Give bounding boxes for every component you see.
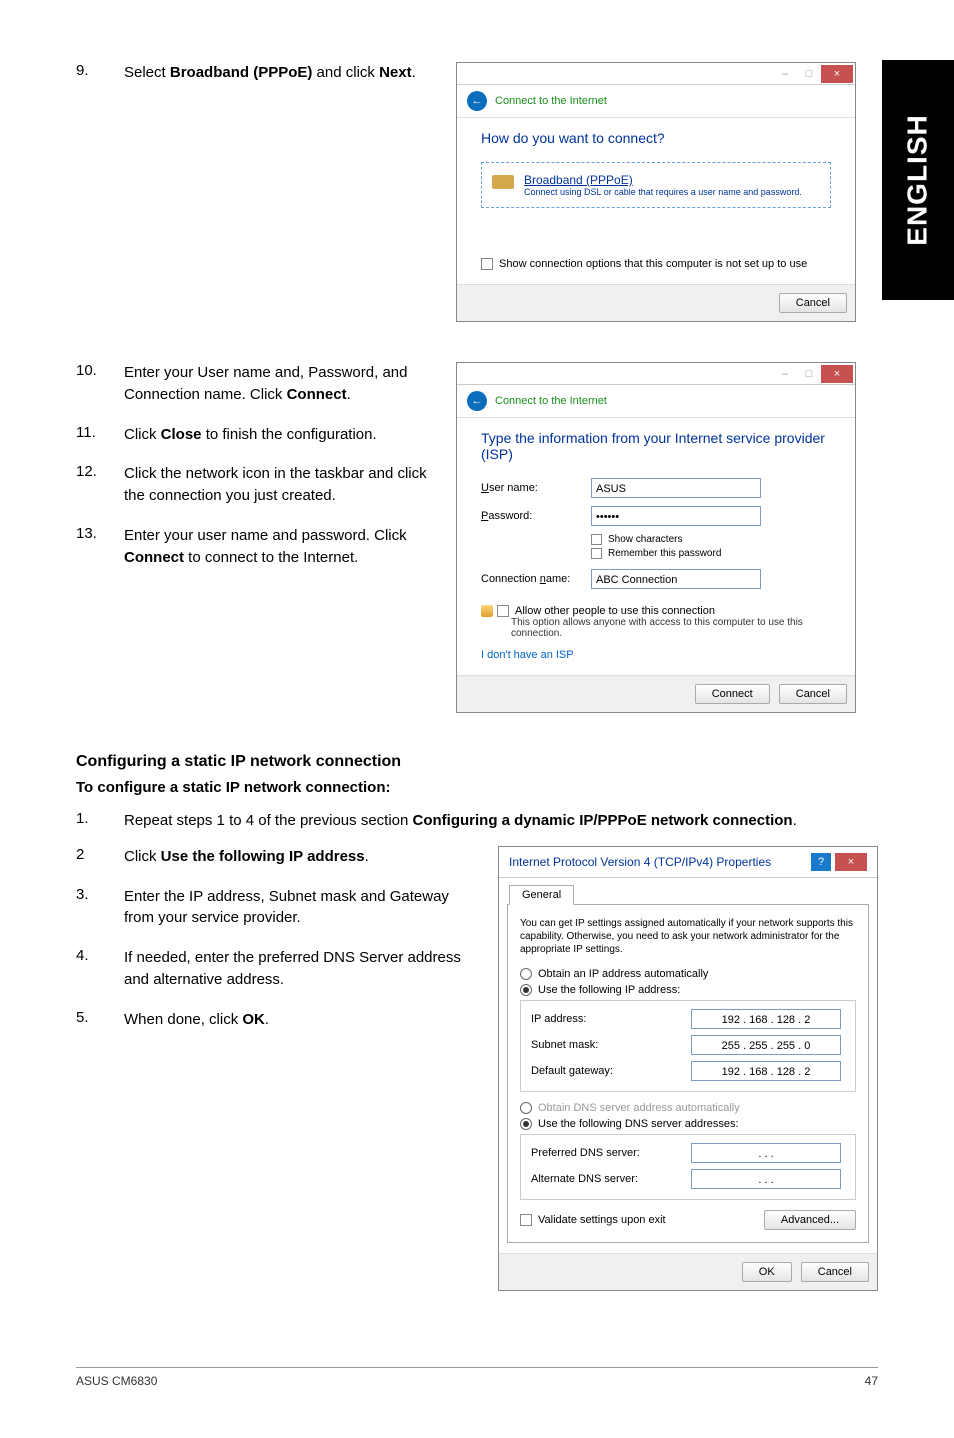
subnet-mask-label: Subnet mask:: [531, 1039, 691, 1051]
help-button[interactable]: ?: [811, 853, 831, 871]
preferred-dns-input[interactable]: . . .: [691, 1143, 841, 1163]
cancel-button[interactable]: Cancel: [779, 293, 847, 313]
connection-name-label: Connection name:: [481, 573, 591, 585]
step-9: 9. Select Broadband (PPPoE) and click Ne…: [76, 62, 438, 84]
validate-checkbox[interactable]: Validate settings upon exit: [520, 1214, 666, 1226]
ip-address-input[interactable]: 192 . 168 . 128 . 2: [691, 1009, 841, 1029]
footer-product: ASUS CM6830: [76, 1374, 157, 1388]
username-input[interactable]: ASUS: [591, 478, 761, 498]
obtain-dns-auto-radio: Obtain DNS server address automatically: [520, 1102, 856, 1114]
step-12: 12. Click the network icon in the taskba…: [76, 463, 438, 507]
step-10: 10. Enter your User name and, Password, …: [76, 362, 438, 406]
advanced-button[interactable]: Advanced...: [764, 1210, 856, 1230]
step-c4: 4. If needed, enter the preferred DNS Se…: [76, 947, 478, 991]
cancel-button[interactable]: Cancel: [801, 1262, 869, 1282]
ok-button[interactable]: OK: [742, 1262, 792, 1282]
close-button[interactable]: ×: [821, 365, 853, 383]
step-text: Select Broadband (PPPoE) and click Next.: [124, 62, 416, 84]
gateway-input[interactable]: 192 . 168 . 128 . 2: [691, 1061, 841, 1081]
remember-checkbox[interactable]: Remember this password: [591, 548, 831, 559]
maximize-button[interactable]: □: [797, 65, 821, 83]
dialog-title: How do you want to connect?: [481, 130, 831, 146]
show-chars-checkbox[interactable]: Show characters: [591, 534, 831, 545]
alternate-dns-input[interactable]: . . .: [691, 1169, 841, 1189]
allow-others-checkbox[interactable]: Allow other people to use this connectio…: [481, 605, 831, 617]
no-isp-link[interactable]: I don't have an ISP: [481, 649, 831, 661]
minimize-button[interactable]: –: [773, 65, 797, 83]
section-subheading: To configure a static IP network connect…: [76, 779, 878, 796]
dialog-title: Type the information from your Internet …: [481, 430, 831, 462]
option-sublabel: Connect using DSL or cable that requires…: [524, 187, 802, 197]
step-11: 11. Click Close to finish the configurat…: [76, 424, 438, 446]
step-c2: 2 Click Use the following IP address.: [76, 846, 478, 868]
titlebar: – □ ×: [457, 363, 855, 385]
minimize-button[interactable]: –: [773, 365, 797, 383]
dialog-breadcrumb: Connect to the Internet: [495, 95, 607, 107]
cable-icon: [492, 175, 514, 189]
use-following-dns-radio[interactable]: Use the following DNS server addresses:: [520, 1118, 856, 1130]
preferred-dns-label: Preferred DNS server:: [531, 1147, 691, 1159]
connect-dialog-1: – □ × ← Connect to the Internet How do y…: [456, 62, 856, 322]
broadband-option[interactable]: Broadband (PPPoE) Connect using DSL or c…: [481, 162, 831, 208]
step-number: 9.: [76, 62, 124, 84]
step-c1: 1. Repeat steps 1 to 4 of the previous s…: [76, 810, 878, 832]
alternate-dns-label: Alternate DNS server:: [531, 1173, 691, 1185]
titlebar: – □ ×: [457, 63, 855, 85]
subnet-mask-input[interactable]: 255 . 255 . 255 . 0: [691, 1035, 841, 1055]
connect-button[interactable]: Connect: [695, 684, 770, 704]
step-c3: 3. Enter the IP address, Subnet mask and…: [76, 886, 478, 930]
username-label: User name:: [481, 482, 591, 494]
back-button[interactable]: ←: [467, 391, 487, 411]
dialog-breadcrumb: Connect to the Internet: [495, 395, 607, 407]
footer-page-number: 47: [865, 1374, 878, 1388]
connection-name-input[interactable]: ABC Connection: [591, 569, 761, 589]
ip-group: IP address:192 . 168 . 128 . 2 Subnet ma…: [520, 1000, 856, 1092]
dns-group: Preferred DNS server:. . . Alternate DNS…: [520, 1134, 856, 1200]
show-options-checkbox[interactable]: Show connection options that this comput…: [481, 258, 831, 270]
maximize-button[interactable]: □: [797, 365, 821, 383]
back-button[interactable]: ←: [467, 91, 487, 111]
shield-icon: [481, 605, 493, 617]
ipv4-description: You can get IP settings assigned automat…: [520, 917, 856, 956]
close-button[interactable]: ×: [821, 65, 853, 83]
connect-dialog-2: – □ × ← Connect to the Internet Type the…: [456, 362, 856, 713]
close-button[interactable]: ×: [835, 853, 867, 871]
section-heading: Configuring a static IP network connecti…: [76, 753, 878, 771]
cancel-button[interactable]: Cancel: [779, 684, 847, 704]
checkbox-icon: [481, 258, 493, 270]
ip-address-label: IP address:: [531, 1013, 691, 1025]
allow-others-sublabel: This option allows anyone with access to…: [511, 617, 831, 639]
step-13: 13. Enter your user name and password. C…: [76, 525, 438, 569]
step-c5: 5. When done, click OK.: [76, 1009, 478, 1031]
option-label: Broadband (PPPoE): [524, 173, 802, 187]
ipv4-dialog: Internet Protocol Version 4 (TCP/IPv4) P…: [498, 846, 878, 1291]
password-label: Password:: [481, 510, 591, 522]
general-tab[interactable]: General: [509, 885, 574, 905]
ipv4-title: Internet Protocol Version 4 (TCP/IPv4) P…: [509, 855, 771, 869]
password-input[interactable]: ••••••: [591, 506, 761, 526]
gateway-label: Default gateway:: [531, 1065, 691, 1077]
use-following-ip-radio[interactable]: Use the following IP address:: [520, 984, 856, 996]
obtain-ip-auto-radio[interactable]: Obtain an IP address automatically: [520, 968, 856, 980]
